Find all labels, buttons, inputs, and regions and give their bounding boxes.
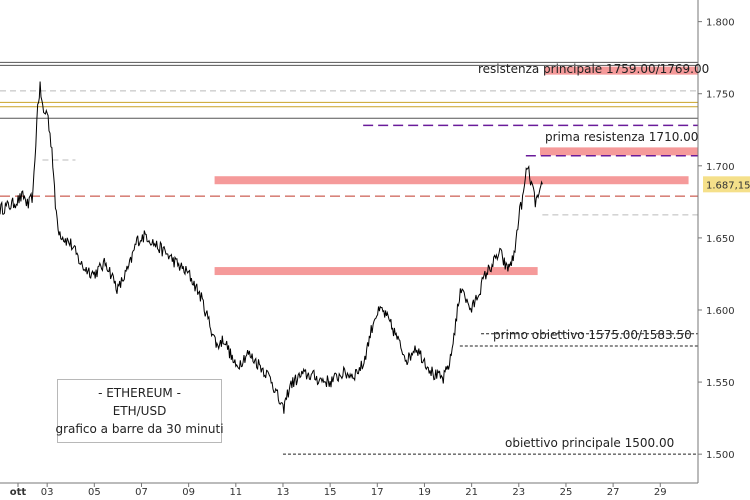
resistance-zone <box>540 147 698 156</box>
resistance-zone <box>214 267 538 276</box>
x-tick-label: 09 <box>182 487 195 498</box>
y-tick-label: 1.600 <box>706 306 735 317</box>
annotations: resistenza principale 1759.00/1769.00 pri… <box>478 62 709 450</box>
instrument-info-box: - ETHEREUM - ETH/USD grafico a barre da … <box>55 379 224 443</box>
x-tick-label: 13 <box>277 487 290 498</box>
x-tick-label: 03 <box>41 487 54 498</box>
x-tick-label: 07 <box>135 487 148 498</box>
x-tick-label: 21 <box>465 487 478 498</box>
instrument-timeframe: grafico a barre da 30 minuti <box>55 422 224 436</box>
resistance-main-label: resistenza principale 1759.00/1769.00 <box>478 62 709 76</box>
instrument-name: - ETHEREUM - <box>98 386 181 400</box>
x-tick-label: 05 <box>88 487 101 498</box>
x-tick-label: 19 <box>418 487 431 498</box>
x-tick-label: 15 <box>324 487 337 498</box>
x-tick-label: 25 <box>560 487 573 498</box>
x-tick-label: 17 <box>371 487 384 498</box>
x-tick-label: 27 <box>607 487 620 498</box>
zones <box>214 66 698 276</box>
resistance-zone <box>214 176 689 185</box>
x-tick-label: 23 <box>512 487 525 498</box>
level-lines <box>0 61 698 455</box>
price-line <box>0 81 543 414</box>
y-tick-label: 1.800 <box>706 18 735 29</box>
y-tick-label: 1.550 <box>706 378 735 389</box>
price-series <box>0 81 543 414</box>
resistance-zone <box>544 66 698 75</box>
instrument-pair: ETH/USD <box>112 404 167 418</box>
last-price-label: 1.687,15 <box>706 180 750 191</box>
y-tick-label: 1.650 <box>706 234 735 245</box>
x-tick-label: 29 <box>654 487 667 498</box>
y-tick-label: 1.700 <box>706 162 735 173</box>
last-price-tag <box>703 176 750 193</box>
x-tick-label: 11 <box>229 487 242 498</box>
y-tick-label: 1.500 <box>706 450 735 461</box>
target-first-label: primo obiettivo 1575.00/1583.50 <box>493 328 692 342</box>
target-main-label: obiettivo principale 1500.00 <box>505 436 674 450</box>
resistance-first-label: prima resistenza 1710.00 <box>545 130 698 144</box>
x-tick-label: ott <box>10 487 27 498</box>
y-tick-label: 1.750 <box>706 90 735 101</box>
